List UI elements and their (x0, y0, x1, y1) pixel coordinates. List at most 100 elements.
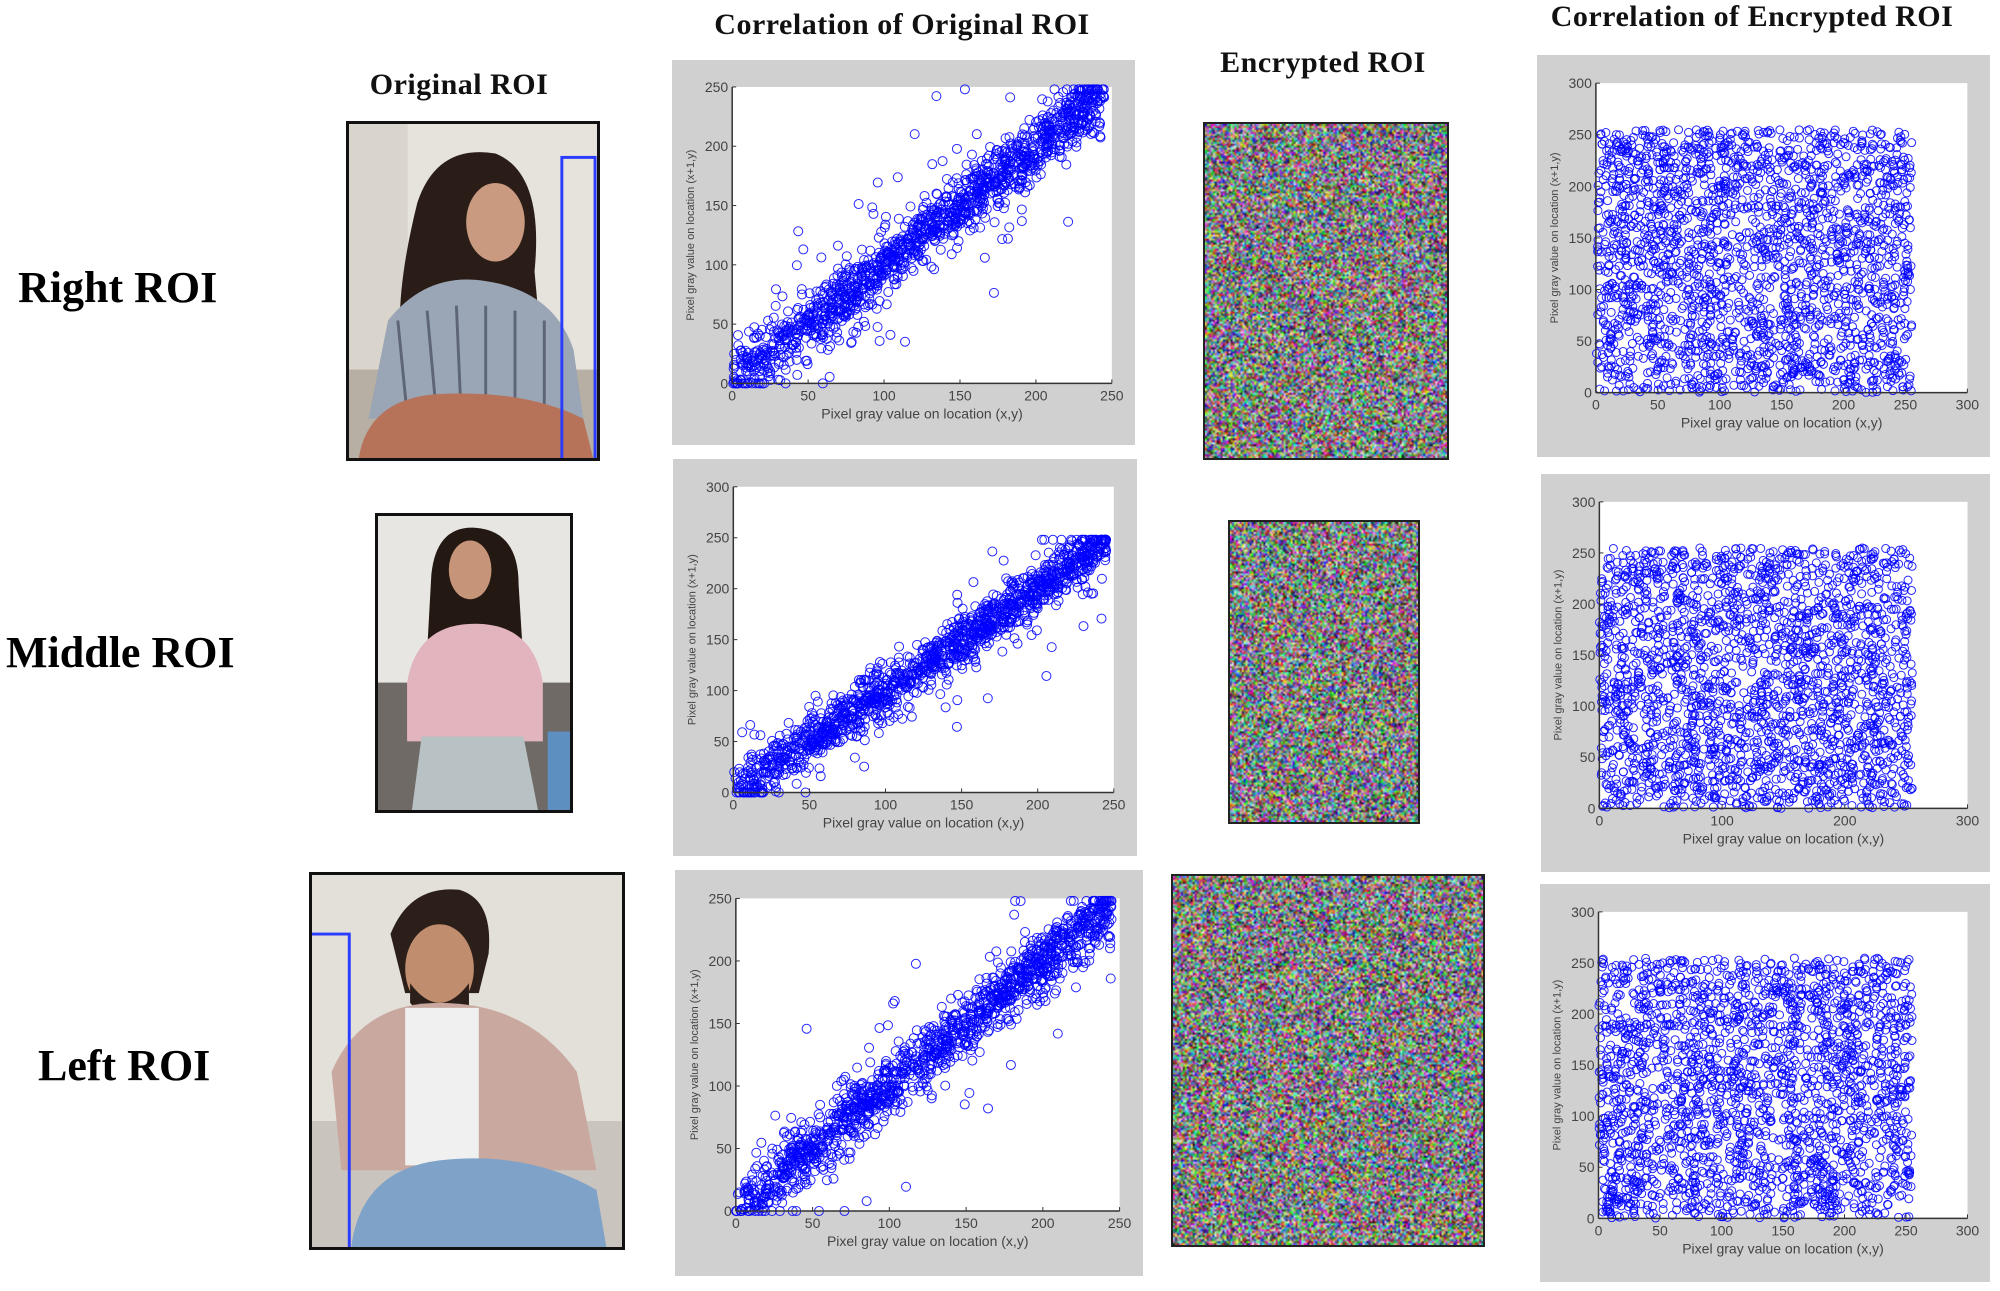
scatter-point (941, 192, 952, 203)
scatter-point (1600, 286, 1610, 296)
scatter-point (992, 193, 1003, 204)
y-axis-label: Pixel gray value on location (x+1,y) (686, 554, 698, 725)
scatter-point (911, 657, 922, 668)
scatter-point (1070, 101, 1081, 112)
scatter-point (983, 1025, 994, 1036)
scatter-point (932, 189, 943, 200)
scatter-point (1010, 895, 1021, 906)
scatter-point (1058, 132, 1069, 143)
scatter-point (739, 1188, 750, 1199)
scatter-point (951, 721, 962, 732)
scatter-point (1020, 157, 1031, 168)
scatter-point (1047, 138, 1058, 149)
scatter-point (828, 1108, 839, 1119)
scatter-point (923, 684, 934, 695)
scatter-point (836, 724, 847, 735)
scatter-point (1065, 895, 1076, 906)
scatter-point (1599, 136, 1609, 146)
scatter-point (876, 1099, 887, 1110)
scatter-point (909, 217, 920, 228)
scatter-point (814, 763, 825, 774)
scatter-point (832, 1093, 843, 1104)
scatter-point (952, 597, 963, 608)
scatter-point (984, 951, 995, 962)
scatter-point (1643, 312, 1653, 322)
row-label-left: Left ROI (38, 1041, 211, 1090)
scatter-point (848, 695, 859, 706)
scatter-point (977, 198, 988, 209)
scatter-point (893, 213, 904, 224)
scatter-point (1004, 1002, 1015, 1013)
scatter-point (1027, 993, 1038, 1004)
scatter-point (1741, 260, 1751, 270)
scatter-point (914, 1056, 925, 1067)
scatter-point (944, 1051, 955, 1062)
scatter-point (1029, 599, 1040, 610)
scatter-point (1052, 917, 1063, 928)
scatter-point (1752, 299, 1762, 309)
scatter-point (839, 1112, 850, 1123)
scatter-point (1094, 117, 1105, 128)
scatter-point (1762, 155, 1772, 165)
scatter-point (937, 625, 948, 636)
scatter-point (785, 1154, 796, 1165)
scatter-point (832, 240, 843, 251)
scatter-point (858, 1131, 869, 1142)
scatter-point (1022, 132, 1033, 143)
scatter-point (976, 177, 987, 188)
scatter-point (928, 1021, 939, 1032)
scatter-point (827, 297, 838, 308)
scatter-point (1759, 295, 1769, 305)
scatter-point (845, 1105, 856, 1116)
scatter-point (1892, 150, 1902, 160)
scatter-point (949, 1052, 960, 1063)
scatter-point (891, 662, 902, 673)
scatter-point (1071, 954, 1082, 965)
scatter-point (779, 752, 790, 763)
scatter-point (1095, 118, 1106, 129)
scatter-point (1022, 951, 1033, 962)
scatter-point (879, 238, 890, 249)
scatter-point (989, 1008, 1000, 1019)
scatter-point (1012, 963, 1023, 974)
scatter-point (965, 1008, 976, 1019)
scatter-point (892, 172, 903, 183)
scatter-point (789, 765, 800, 776)
scatter-point (906, 1065, 917, 1076)
scatter-point (1006, 946, 1017, 957)
scatter-point (1083, 928, 1094, 939)
scatter-point (1061, 578, 1072, 589)
scatter-point (1607, 375, 1617, 385)
scatter-point (1027, 935, 1038, 946)
scatter-point (994, 1014, 1005, 1025)
scatter-point (941, 679, 952, 690)
scatter-point (980, 1021, 991, 1032)
scatter-point (779, 1126, 790, 1137)
scatter-point (1850, 312, 1860, 322)
scatter-point (1066, 127, 1077, 138)
scatter-point (995, 1019, 1006, 1030)
scatter-point (811, 295, 822, 306)
scatter-point (795, 757, 806, 768)
scatter-point (926, 653, 937, 664)
scatter-point (1662, 373, 1672, 383)
scatter-point (971, 129, 982, 140)
scatter-point (864, 706, 875, 717)
scatter-point (912, 639, 923, 650)
scatter-point (1088, 106, 1099, 117)
encrypted-roi-right-image (1203, 122, 1449, 460)
scatter-point (958, 1031, 969, 1042)
scatter-point (1087, 540, 1098, 551)
scatter-point (985, 985, 996, 996)
scatter-point (1014, 963, 1025, 974)
scatter-point (1088, 904, 1099, 915)
scatter-point (935, 244, 946, 255)
scatter-point (1832, 224, 1842, 234)
scatter-point (756, 1198, 767, 1209)
scatter-point (788, 1143, 799, 1154)
scatter-point (890, 1046, 901, 1057)
scatter-point (905, 201, 916, 212)
scatter-point (1078, 956, 1089, 967)
scatter-point (889, 247, 900, 258)
scatter-point (1089, 545, 1100, 556)
